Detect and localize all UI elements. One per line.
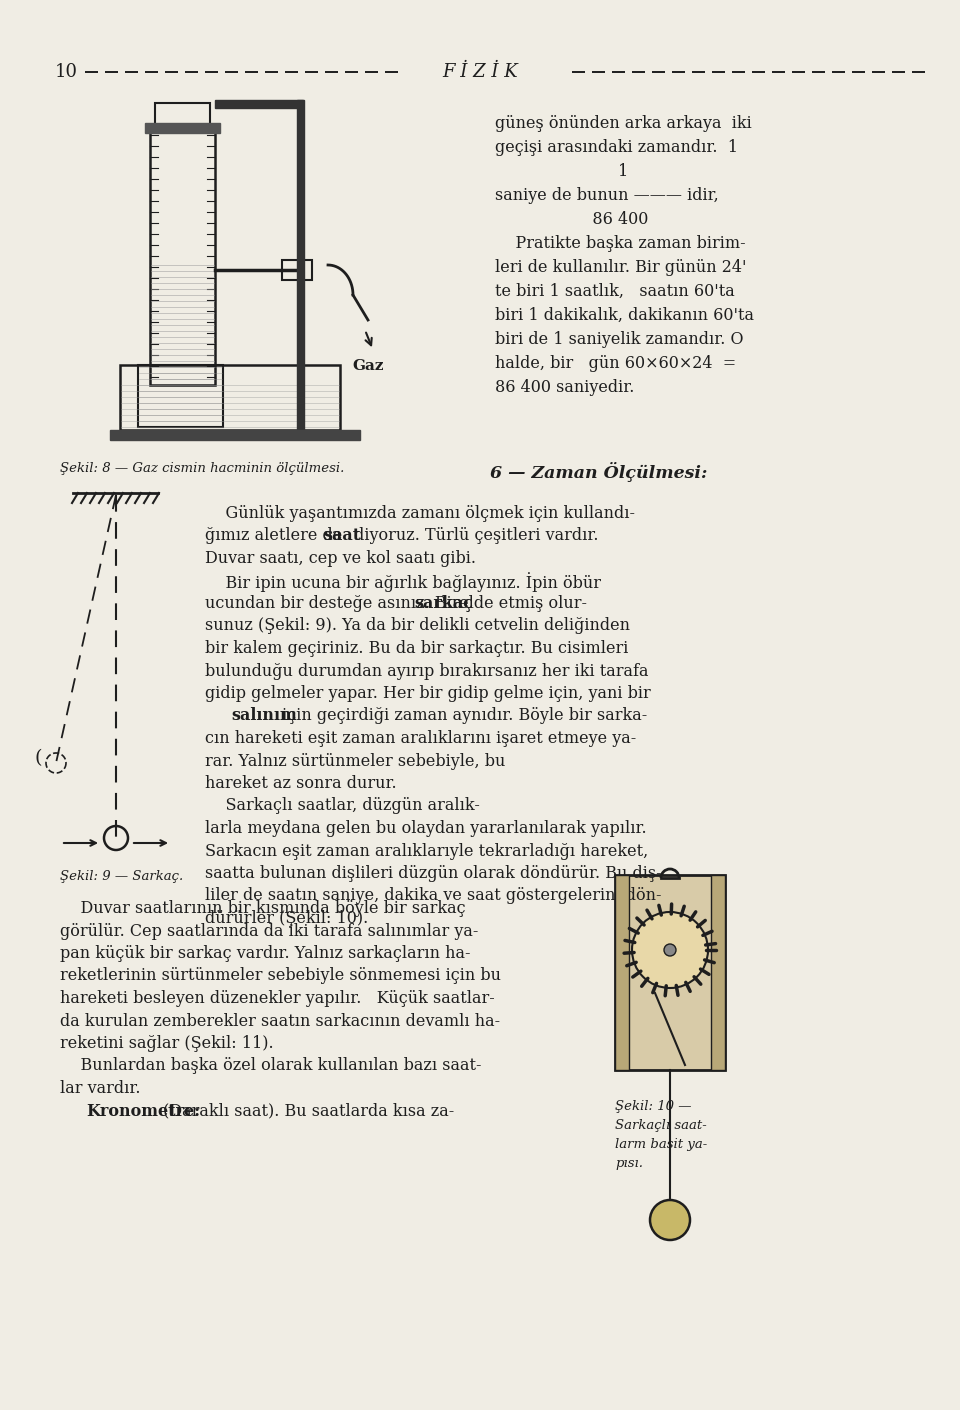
Bar (615, 876, 629, 1070)
Text: pısı.: pısı. (615, 1158, 643, 1170)
Text: elde etmiş olur-: elde etmiş olur- (454, 595, 587, 612)
Text: biri 1 dakikalık, dakikanın 60'ta: biri 1 dakikalık, dakikanın 60'ta (495, 307, 754, 324)
Text: gidip gelmeler yapar. Her bir gidip gelme için, yani bir: gidip gelmeler yapar. Her bir gidip gelm… (205, 685, 651, 702)
Text: hareket az sonra durur.: hareket az sonra durur. (205, 776, 396, 792)
Bar (150, 130, 215, 385)
Text: lar vardır.: lar vardır. (60, 1080, 140, 1097)
Text: Bunlardan başka özel olarak kullanılan bazı saat-: Bunlardan başka özel olarak kullanılan b… (60, 1058, 482, 1074)
Text: halde, bir   gün 60×60×24  =: halde, bir gün 60×60×24 = (495, 355, 736, 372)
Bar (615, 876, 725, 1070)
Text: Duvar saatı, cep ve kol saatı gibi.: Duvar saatı, cep ve kol saatı gibi. (205, 550, 476, 567)
Text: dürürler (Şekil: 10).: dürürler (Şekil: 10). (205, 909, 369, 926)
Bar (711, 876, 725, 1070)
Text: reketlerinin sürtünmeler sebebiyle sönmemesi için bu: reketlerinin sürtünmeler sebebiyle sönme… (60, 967, 501, 984)
Text: Duvar saatlarının bir kısmında böyle bir sarkaç: Duvar saatlarının bir kısmında böyle bir… (60, 900, 466, 916)
Text: larla meydana gelen bu olaydan yararlanılarak yapılır.: larla meydana gelen bu olaydan yararlanı… (205, 821, 647, 838)
Text: güneş önünden arka arkaya  iki: güneş önünden arka arkaya iki (495, 116, 752, 133)
Text: 10: 10 (55, 63, 78, 80)
Text: cın hareketi eşit zaman aralıklarını işaret etmeye ya-: cın hareketi eşit zaman aralıklarını işa… (205, 730, 636, 747)
Text: diyoruz. Türlü çeşitleri vardır.: diyoruz. Türlü çeşitleri vardır. (349, 527, 599, 544)
Text: hareketi besleyen düzenekler yapılır.   Küçük saatlar-: hareketi besleyen düzenekler yapılır. Kü… (60, 990, 494, 1007)
Text: F İ Z İ K: F İ Z İ K (443, 63, 517, 80)
Text: Sarkaçlı saatlar, düzgün aralık-: Sarkaçlı saatlar, düzgün aralık- (205, 798, 480, 815)
Text: Şekil: 8 — Gaz cismin hacminin ölçülmesi.: Şekil: 8 — Gaz cismin hacminin ölçülmesi… (60, 462, 345, 475)
Text: te biri 1 saatlık,   saatın 60'ta: te biri 1 saatlık, saatın 60'ta (495, 283, 734, 300)
Text: pan küçük bir sarkaç vardır. Yalnız sarkaçların ha-: pan küçük bir sarkaç vardır. Yalnız sark… (60, 945, 470, 962)
Text: Sarkacın eşit zaman aralıklarıyle tekrarladığı hareket,: Sarkacın eşit zaman aralıklarıyle tekrar… (205, 843, 648, 860)
Text: (Daraklı saat). Bu saatlarda kısa za-: (Daraklı saat). Bu saatlarda kısa za- (158, 1103, 454, 1120)
Text: saat: saat (323, 527, 360, 544)
Text: Şekil: 10 —: Şekil: 10 — (615, 1100, 691, 1112)
Bar (145, 123, 220, 133)
Text: Sarkaçlı saat-: Sarkaçlı saat- (615, 1120, 707, 1132)
Text: da kurulan zemberekler saatın sarkacının devamlı ha-: da kurulan zemberekler saatın sarkacının… (60, 1012, 500, 1029)
Text: Kronometre:: Kronometre: (86, 1103, 201, 1120)
Circle shape (650, 1200, 690, 1239)
Circle shape (632, 912, 708, 988)
Text: saniye de bunun ——— idir,: saniye de bunun ——— idir, (495, 188, 719, 204)
Text: Gaz: Gaz (352, 360, 384, 374)
Text: larm basit ya-: larm basit ya- (615, 1138, 708, 1151)
Text: 86 400: 86 400 (495, 212, 648, 228)
Text: leri de kullanılır. Bir günün 24': leri de kullanılır. Bir günün 24' (495, 259, 747, 276)
Text: ğımız aletlere de: ğımız aletlere de (205, 527, 348, 544)
Text: sunuz (Şekil: 9). Ya da bir delikli cetvelin deliğinden: sunuz (Şekil: 9). Ya da bir delikli cetv… (205, 618, 630, 634)
Circle shape (664, 945, 676, 956)
Text: için geçirdiği zaman aynıdır. Böyle bir sarka-: için geçirdiği zaman aynıdır. Böyle bir … (277, 708, 647, 725)
Text: Bir ipin ucuna bir ağırlık bağlayınız. İpin öbür: Bir ipin ucuna bir ağırlık bağlayınız. İ… (205, 572, 601, 592)
Text: 86 400 saniyedir.: 86 400 saniyedir. (495, 379, 635, 396)
Bar (110, 430, 360, 440)
Bar (155, 103, 210, 128)
Text: saatta bulunan dişlileri düzgün olarak döndürür. Bu diş-: saatta bulunan dişlileri düzgün olarak d… (205, 864, 661, 883)
Text: sarkaç: sarkaç (415, 595, 473, 612)
Text: Günlük yaşantımızda zamanı ölçmek için kullandı-: Günlük yaşantımızda zamanı ölçmek için k… (205, 505, 635, 522)
Text: salınım: salınım (231, 708, 297, 725)
Text: (: ( (34, 749, 41, 767)
Text: bir kalem geçiriniz. Bu da bir sarkaçtır. Bu cisimleri: bir kalem geçiriniz. Bu da bir sarkaçtır… (205, 640, 629, 657)
Text: görülür. Cep saatlarında da iki tarafa salınımlar ya-: görülür. Cep saatlarında da iki tarafa s… (60, 922, 478, 939)
Text: rar. Yalnız sürtünmeler sebebiyle, bu: rar. Yalnız sürtünmeler sebebiyle, bu (205, 753, 505, 770)
Text: ucundan bir desteğe asınız. Bir: ucundan bir desteğe asınız. Bir (205, 595, 465, 612)
Text: Şekil: 9 — Sarkaç.: Şekil: 9 — Sarkaç. (60, 870, 183, 883)
Bar (120, 365, 340, 430)
Text: 6 — Zaman Ölçülmesi:: 6 — Zaman Ölçülmesi: (490, 462, 708, 482)
Bar (282, 259, 312, 281)
Text: 1: 1 (495, 164, 628, 180)
Bar (297, 100, 304, 430)
Text: biri de 1 saniyelik zamandır. O: biri de 1 saniyelik zamandır. O (495, 331, 743, 348)
Bar (215, 100, 303, 109)
Text: geçişi arasındaki zamandır.  1: geçişi arasındaki zamandır. 1 (495, 140, 738, 157)
Text: liler de saatın saniye, dakika ve saat göstergelerini dön-: liler de saatın saniye, dakika ve saat g… (205, 887, 661, 904)
Text: reketini sağlar (Şekil: 11).: reketini sağlar (Şekil: 11). (60, 1035, 274, 1052)
Text: bulunduğu durumdan ayırıp bırakırsanız her iki tarafa: bulunduğu durumdan ayırıp bırakırsanız h… (205, 663, 649, 680)
Text: Pratikte başka zaman birim-: Pratikte başka zaman birim- (495, 235, 746, 252)
Bar (138, 365, 223, 427)
